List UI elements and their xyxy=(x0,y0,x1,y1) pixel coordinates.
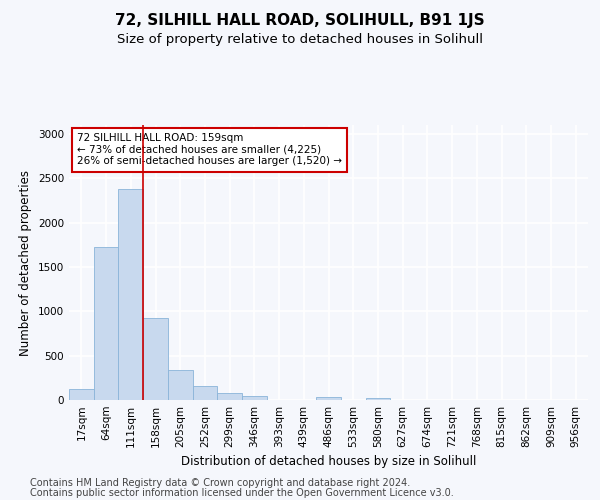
Text: 72 SILHILL HALL ROAD: 159sqm
← 73% of detached houses are smaller (4,225)
26% of: 72 SILHILL HALL ROAD: 159sqm ← 73% of de… xyxy=(77,133,342,166)
Bar xyxy=(69,390,94,400)
Bar xyxy=(365,398,390,400)
Bar xyxy=(94,246,118,400)
Bar xyxy=(143,318,168,400)
Bar xyxy=(242,396,267,400)
Text: Contains public sector information licensed under the Open Government Licence v3: Contains public sector information licen… xyxy=(30,488,454,498)
Text: Size of property relative to detached houses in Solihull: Size of property relative to detached ho… xyxy=(117,32,483,46)
Bar xyxy=(168,370,193,400)
Bar xyxy=(316,398,341,400)
Y-axis label: Number of detached properties: Number of detached properties xyxy=(19,170,32,356)
Text: 72, SILHILL HALL ROAD, SOLIHULL, B91 1JS: 72, SILHILL HALL ROAD, SOLIHULL, B91 1JS xyxy=(115,12,485,28)
Bar xyxy=(118,189,143,400)
X-axis label: Distribution of detached houses by size in Solihull: Distribution of detached houses by size … xyxy=(181,456,476,468)
Text: Contains HM Land Registry data © Crown copyright and database right 2024.: Contains HM Land Registry data © Crown c… xyxy=(30,478,410,488)
Bar xyxy=(193,386,217,400)
Bar xyxy=(217,394,242,400)
